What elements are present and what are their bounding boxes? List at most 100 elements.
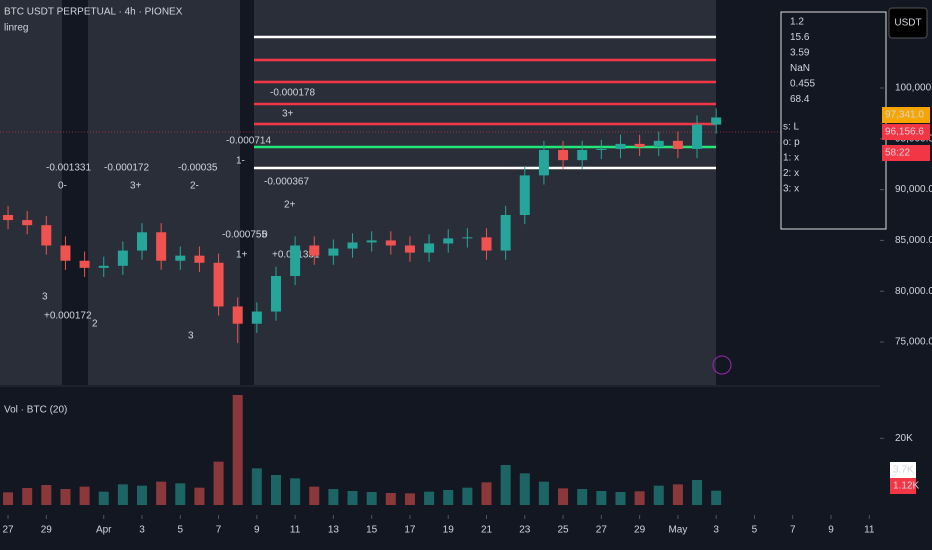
volume-bar [424,491,435,505]
table-cell: 0.455 [790,79,815,90]
symbol: BTC USDT PERPETUAL · 4h · PIONEX [4,7,183,18]
annotation: -0.000172 [104,163,149,174]
table-cell: 3.59 [790,48,810,59]
annotation: -0.001331 [46,163,91,174]
volume-bar [156,481,167,505]
x-tick-label: 15 [366,525,378,536]
candle-body [328,248,339,256]
volume-bar [3,492,14,505]
annotation: -0.000178 [270,88,315,99]
annotation: 2 [92,319,98,330]
candle-body [672,140,683,149]
volume-label-box [890,462,916,478]
volume-bar [41,485,52,505]
y-tick-label: 20K [895,433,913,444]
y-tick-label: 90,000.0 [895,184,932,195]
table-cell: 15.6 [790,32,810,43]
volume-bar [194,487,205,505]
annotation: 1- [236,156,245,167]
x-tick-label: 7 [216,525,222,536]
volume-bar [385,493,396,505]
x-tick-label: 11 [864,525,875,536]
volume-bar [270,475,281,505]
annotation: -0.000714 [226,136,271,147]
currency[interactable]: USDT [894,18,921,29]
candle-body [270,275,281,312]
x-tick-label: 9 [254,525,260,536]
annotation: 2+ [284,200,296,211]
currency-button[interactable] [888,7,928,39]
volume-bar [462,487,473,505]
candle-body [634,143,645,147]
y-tick-label: 100,000.0 [895,83,932,94]
candle-body [22,220,33,226]
candle-body [653,140,664,147]
volume-title: Vol · BTC (20) [4,405,67,416]
annotation: -0.000367 [264,177,309,188]
candle-body [156,232,167,261]
x-tick-label: 5 [178,525,184,536]
table-cell: 1: x [783,153,799,164]
candle-body [692,124,703,149]
annotation: 1+ [236,250,248,261]
candle-body [481,237,492,251]
annotation: -0.000755 [222,230,267,241]
volume-bar [634,491,645,505]
x-tick-label: 5 [752,525,758,536]
volume-bar [117,484,128,505]
candle-body [213,262,224,307]
session-band [254,0,716,385]
candle-body [290,245,301,276]
annotation: 3 [42,292,48,303]
candle-body [615,143,626,149]
candle-body [309,245,320,256]
annotation: 3+ [130,181,142,192]
volume-bar [366,492,377,505]
volume-bar [443,490,454,505]
table-cell: o: p [783,137,800,148]
table-cell: NaN [790,63,810,74]
candle-body [385,240,396,246]
price-label-box [882,124,930,141]
candle-body [558,149,569,161]
candle-body [366,240,377,243]
volume-bar [500,465,511,505]
candle-body [137,232,148,251]
candle-body [60,245,71,261]
candle-body [79,260,90,268]
candle-body [347,242,358,249]
price-label: 96,156.6 [885,127,924,138]
volume-label-box [890,478,916,494]
volume-bar [558,488,569,505]
volume-bar [653,485,664,505]
annotation: 2- [190,181,199,192]
annotation: 3 [188,331,194,342]
volume-label: 3.7K [893,465,914,476]
candle-body [232,306,243,324]
x-tick-label: 25 [557,525,569,536]
candle-body [538,149,549,176]
volume-bar [22,488,33,505]
volume-bar [309,486,320,505]
volume-bar [175,483,186,505]
candle-body [117,250,128,266]
annotation: 0- [58,181,67,192]
candle-body [194,255,205,263]
candle-body [175,255,186,261]
volume-bar [79,486,90,505]
candle-body [462,237,473,239]
countdown: 58:22 [885,148,910,159]
x-tick-label: 9 [828,525,834,536]
x-tick-label: 17 [404,525,416,536]
volume-bar [538,481,549,505]
y-tick-label: 80,000.0 [895,286,932,297]
volume-bar [60,489,71,505]
annotation: 3+ [282,109,294,120]
x-tick-label: 3 [139,525,145,536]
alert-icon[interactable] [712,355,732,375]
x-tick-label: 23 [519,525,531,536]
volume-bar [213,461,224,505]
candle-body [404,245,415,253]
volume-label: 1.12K [893,481,919,492]
